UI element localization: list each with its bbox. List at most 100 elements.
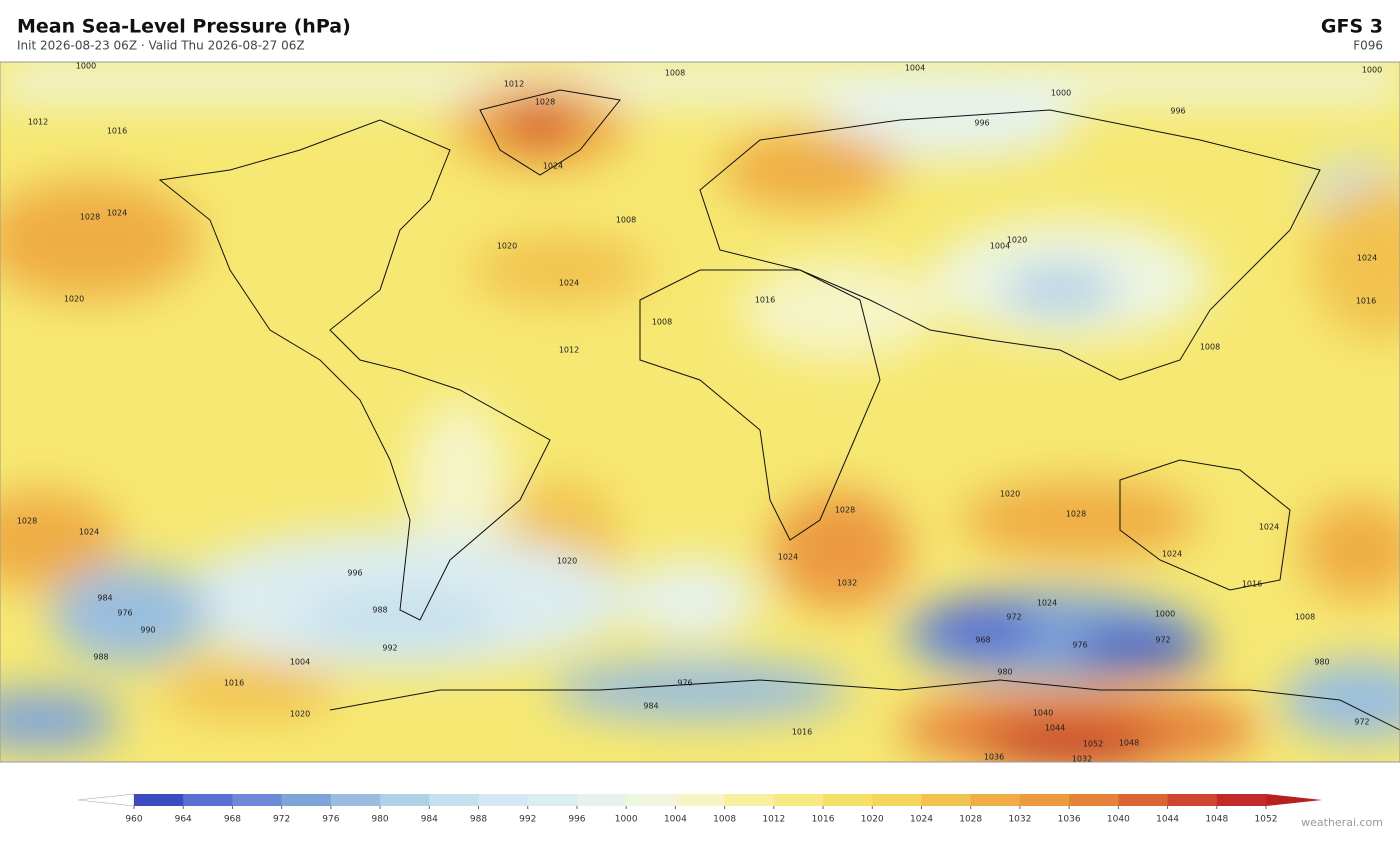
colorbar-tick-label: 1048 xyxy=(1205,815,1228,825)
color-swatch xyxy=(1167,794,1218,806)
colorbar-tick-label: 964 xyxy=(175,815,192,825)
colorbar: 960 964 968 972 976 980 984 988 992 996 1000 1004 10… xyxy=(77,793,1322,825)
contour-label: 988 xyxy=(93,653,108,662)
contour-label: 1016 xyxy=(792,728,812,737)
contour-label: 1028 xyxy=(80,213,100,222)
forecast-hour: F096 xyxy=(1353,39,1383,53)
contour-label: 1028 xyxy=(535,98,555,107)
contour-label: 972 xyxy=(1006,613,1021,622)
colorbar-tick-label: 1032 xyxy=(1008,815,1031,825)
contour-label: 980 xyxy=(1314,658,1329,667)
color-swatch xyxy=(576,794,627,806)
contour-label: 988 xyxy=(372,606,387,615)
contour-label: 1008 xyxy=(616,216,636,225)
subtitle: Init 2026-08-23 06Z · Valid Thu 2026-08-… xyxy=(17,39,305,53)
contour-label: 1040 xyxy=(1033,709,1053,718)
contour-label: 984 xyxy=(97,594,112,603)
contour-label: 1000 xyxy=(1362,66,1382,75)
watermark: weatherai.com xyxy=(1301,816,1383,829)
color-swatch xyxy=(183,794,233,806)
map: 1000 1008 1004 1000 1012 1012 1016 1020 1028 1024… xyxy=(0,62,1400,762)
contour-label: 1012 xyxy=(504,80,524,89)
contour-label: 1016 xyxy=(107,127,127,136)
contour-label: 1004 xyxy=(290,658,310,667)
contour-label: 1004 xyxy=(905,64,925,73)
color-swatch xyxy=(724,794,775,806)
contour-label: 1024 xyxy=(1037,599,1057,608)
color-swatch xyxy=(1216,794,1267,806)
color-swatch xyxy=(1019,794,1070,806)
contour-label: 1004 xyxy=(990,242,1010,251)
contour-label: 1024 xyxy=(1162,550,1182,559)
colorbar-tick-label: 1000 xyxy=(615,815,638,825)
contour-label: 1016 xyxy=(224,679,244,688)
contour-label: 968 xyxy=(975,636,990,645)
colorbar-tick-label: 1052 xyxy=(1255,815,1278,825)
contour-label: 1048 xyxy=(1119,739,1139,748)
contour-label: 1016 xyxy=(755,296,775,305)
contour-label: 990 xyxy=(140,626,155,635)
colorbar-tick-label: 960 xyxy=(125,815,142,825)
colorbar-tick-label: 1016 xyxy=(812,815,835,825)
colorbar-tick-label: 1008 xyxy=(713,815,736,825)
colorbar-tick-label: 1004 xyxy=(664,815,687,825)
color-swatch xyxy=(872,794,922,806)
contour-label: 1024 xyxy=(543,162,563,171)
colorbar-tick-label: 980 xyxy=(371,815,388,825)
contour-label: 1024 xyxy=(107,209,127,218)
contour-label: 1020 xyxy=(557,557,577,566)
color-swatch xyxy=(675,794,726,806)
contour-label: 976 xyxy=(1072,641,1087,650)
colorbar-tick-label: 972 xyxy=(273,815,290,825)
contour-label: 980 xyxy=(997,668,1012,677)
contour-label: 972 xyxy=(1155,636,1170,645)
contour-label: 976 xyxy=(677,679,692,688)
colorbar-tick-label: 968 xyxy=(224,815,241,825)
colorbar-tick-label: 988 xyxy=(470,815,487,825)
colorbar-tick-label: 1036 xyxy=(1058,815,1081,825)
contour-label: 1028 xyxy=(17,517,37,526)
contour-label: 1016 xyxy=(1242,580,1262,589)
color-swatch xyxy=(773,794,824,806)
color-swatch xyxy=(823,794,873,806)
colorbar-tick-label: 984 xyxy=(421,815,438,825)
color-swatch xyxy=(429,794,480,806)
color-swatch xyxy=(134,794,184,806)
contour-label: 1008 xyxy=(1200,343,1220,352)
contour-label: 1028 xyxy=(1066,510,1086,519)
contour-label: 1000 xyxy=(76,62,96,71)
contour-label: 1024 xyxy=(778,553,798,562)
contour-label: 1032 xyxy=(837,579,857,588)
color-swatch xyxy=(921,794,972,806)
contour-label: 1020 xyxy=(290,710,310,719)
color-swatch xyxy=(281,794,332,806)
contour-label: 1016 xyxy=(1356,297,1376,306)
contour-label: 1024 xyxy=(79,528,99,537)
title: Mean Sea-Level Pressure (hPa) xyxy=(17,16,351,38)
colorbar-tick-label: 996 xyxy=(568,815,585,825)
contour-labels: 1000 1008 1004 1000 1012 1012 1016 1020 1028 1024… xyxy=(17,62,1382,762)
contour-label: 992 xyxy=(382,644,397,653)
color-swatch xyxy=(626,794,676,806)
colorbar-tick-label: 1012 xyxy=(762,815,785,825)
contour-label: 1052 xyxy=(1083,740,1103,749)
colorbar-tick-label: 1040 xyxy=(1107,815,1130,825)
color-swatch xyxy=(1069,794,1119,806)
contour-label: 1008 xyxy=(665,69,685,78)
contour-label: 996 xyxy=(974,119,989,128)
contour-label: 996 xyxy=(1170,107,1185,116)
color-swatch xyxy=(380,794,430,806)
pressure-field xyxy=(0,62,1400,762)
colorbar-under xyxy=(77,793,135,807)
contour-label: 1024 xyxy=(559,279,579,288)
colorbar-tick-label: 1024 xyxy=(910,815,933,825)
contour-label: 1008 xyxy=(652,318,672,327)
contour-label: 1012 xyxy=(28,118,48,127)
contour-label: 1020 xyxy=(497,242,517,251)
colorbar-tick-label: 1028 xyxy=(959,815,982,825)
coastlines xyxy=(158,89,1400,731)
colorbar-tick-label: 1020 xyxy=(861,815,884,825)
contour-label: 984 xyxy=(643,702,658,711)
contour-label: 1012 xyxy=(559,346,579,355)
